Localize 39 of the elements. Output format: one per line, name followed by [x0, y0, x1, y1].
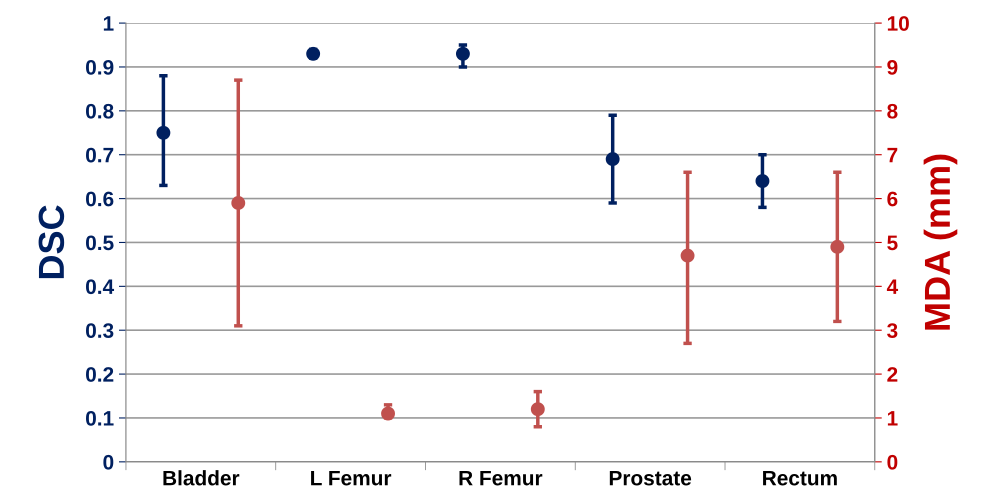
- point: [156, 126, 170, 140]
- y-tick-label: 0.9: [86, 60, 114, 75]
- y2-tick-label: 3: [887, 323, 898, 338]
- y2-tick-label: 2: [887, 367, 898, 382]
- x-tick-label: Bladder: [163, 470, 240, 486]
- y2-axis-title: MDA (mm): [924, 154, 958, 330]
- y-tick-label: 0.7: [86, 148, 114, 162]
- y-tick-label: 1: [104, 16, 114, 31]
- y2-tick-label: 0: [887, 454, 898, 470]
- y2-tick-label: 1: [888, 411, 898, 426]
- y-axis-title: DSC: [38, 205, 64, 278]
- y-tick-label: 0: [103, 454, 114, 470]
- point: [606, 152, 620, 166]
- y2-tick-label: 4: [886, 280, 898, 294]
- y-tick-label: 0.3: [86, 323, 114, 338]
- y2-tick-label: 10: [888, 16, 909, 31]
- point: [756, 174, 770, 188]
- x-tick-label: Prostate: [610, 470, 692, 486]
- x-tick-label: L Femur: [311, 470, 392, 486]
- point: [830, 240, 844, 254]
- y-tick-label: 0.8: [86, 104, 114, 119]
- y2-tick-label: 9: [887, 60, 898, 75]
- x-tick-label: Rectum: [763, 470, 837, 486]
- point: [530, 402, 545, 416]
- y2-tick-label: 8: [887, 104, 898, 119]
- y-tick-label: 0.2: [86, 367, 114, 382]
- point: [381, 406, 395, 421]
- point: [306, 46, 320, 61]
- y-tick-label: 0.1: [86, 410, 114, 426]
- point: [231, 196, 246, 210]
- x-tick-label: R Femur: [460, 470, 542, 486]
- y2-tick-label: 7: [887, 148, 898, 162]
- y-tick-label: 0.6: [86, 192, 114, 206]
- y-tick-label: 0.5: [86, 235, 114, 250]
- point: [680, 248, 695, 263]
- y-tick-label: 0.4: [86, 279, 114, 294]
- point: [456, 46, 470, 61]
- y2-tick-label: 5: [887, 236, 898, 250]
- y2-tick-label: 6: [887, 192, 898, 206]
